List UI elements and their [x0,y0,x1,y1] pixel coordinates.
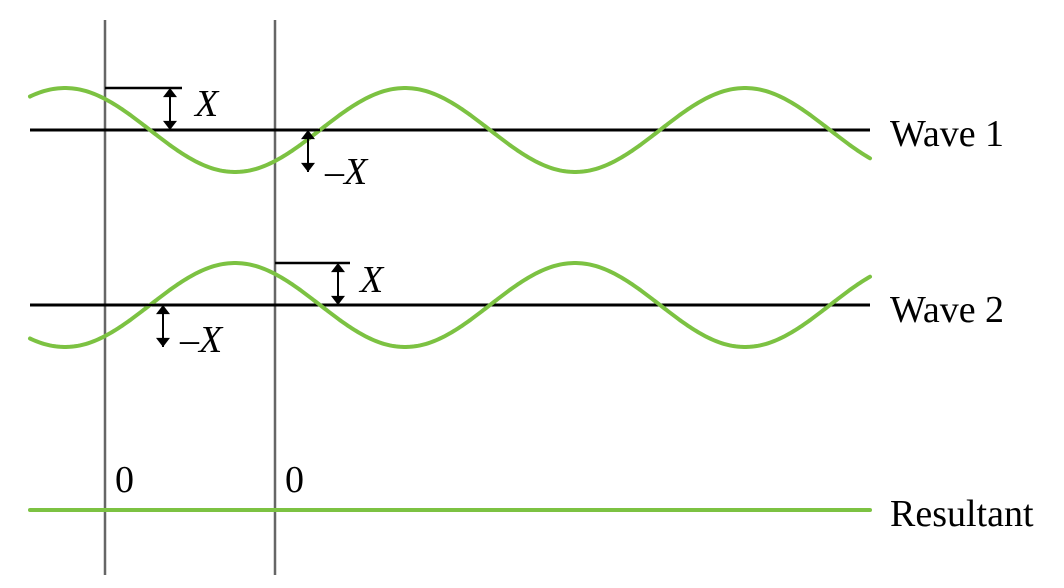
wave2-neg-x-label: –X [180,318,222,362]
diagram-container: Wave 1 Wave 2 Resultant X –X X –X 0 0 [0,0,1064,588]
resultant-label: Resultant [890,492,1034,536]
wave1-neg-x-label: –X [325,150,367,194]
wave2-label: Wave 2 [890,288,1004,332]
zero-label-1: 0 [115,458,134,502]
zero-label-2: 0 [285,458,304,502]
wave1-label: Wave 1 [890,112,1004,156]
wave1-pos-x-label: X [195,82,218,126]
wave2-pos-x-label: X [360,258,383,302]
